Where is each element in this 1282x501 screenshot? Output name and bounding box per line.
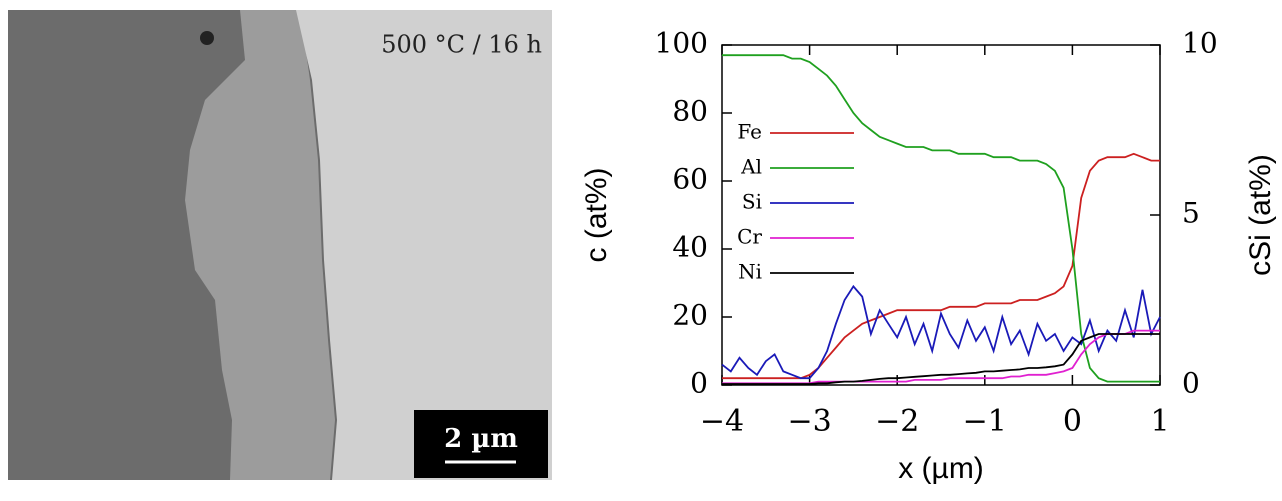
legend-label: Si <box>742 190 762 214</box>
y-tick-label: 100 <box>655 27 708 60</box>
y2-tick-label: 0 <box>1182 367 1200 400</box>
legend-label: Cr <box>737 225 762 249</box>
y2-tick-label: 5 <box>1182 197 1200 230</box>
y-axis-label: c (at%) <box>580 167 613 262</box>
y-tick-label: 60 <box>672 163 708 196</box>
y2-tick-label: 10 <box>1182 27 1218 60</box>
y-tick-label: 40 <box>672 231 708 264</box>
x-tick-label: 1 <box>1150 404 1169 439</box>
y-tick-label: 80 <box>672 95 708 128</box>
scale-bar-label: 2 µm <box>444 424 518 454</box>
legend-label: Al <box>740 155 762 179</box>
x-tick-label: −2 <box>875 404 919 439</box>
series-line <box>722 54 1160 383</box>
series-line <box>722 333 1160 385</box>
micrograph: 2 µm 500 °C / 16 h <box>8 10 552 480</box>
condition-label: 500 °C / 16 h <box>381 31 542 59</box>
series-line <box>722 152 1160 380</box>
legend-label: Fe <box>737 120 762 144</box>
x-tick-label: −3 <box>787 404 831 439</box>
x-tick-label: 0 <box>1063 404 1082 439</box>
y2-axis-label: cSi (at%) <box>1244 154 1277 276</box>
y-tick-label: 20 <box>672 299 708 332</box>
legend-label: Ni <box>738 260 762 284</box>
x-axis-label: x (µm) <box>898 452 984 485</box>
x-tick-label: −1 <box>963 404 1007 439</box>
y-tick-label: 0 <box>690 367 708 400</box>
series-line <box>721 284 1161 380</box>
x-tick-label: −4 <box>700 404 744 439</box>
